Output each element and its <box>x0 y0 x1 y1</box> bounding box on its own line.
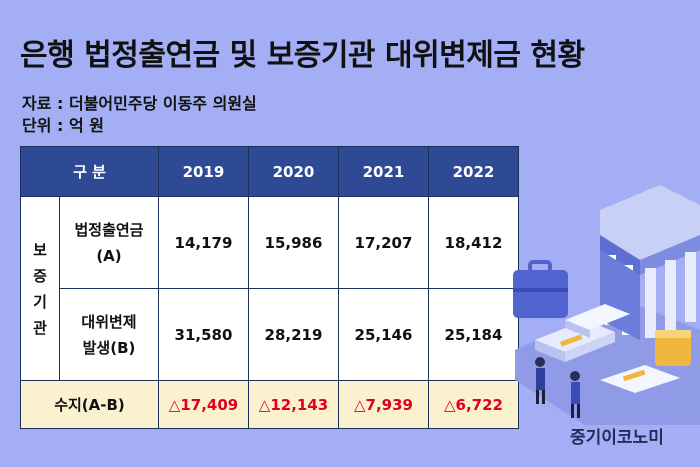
row-label-line: 대위변제 <box>81 312 137 331</box>
bank-illustration-icon <box>513 185 700 425</box>
table-cell: 14,179 <box>158 196 249 289</box>
table-row-balance: 수지(A-B) △17,409 △12,143 △7,939 △6,722 <box>20 380 519 429</box>
row-label-contribution: 법정출연금 (A) <box>59 196 159 289</box>
table-header-row: 구 분 2019 2020 2021 2022 <box>20 146 519 197</box>
side-char: 증 <box>33 266 47 285</box>
row-label-line: 발생(B) <box>82 338 136 357</box>
header-year-2019: 2019 <box>158 146 249 197</box>
header-year-2022: 2022 <box>428 146 519 197</box>
table-cell: 25,184 <box>428 288 519 381</box>
source-line: 자료 : 더불어민주당 이동주 의원실 <box>22 94 257 113</box>
publisher-logo: 중기이코노미 <box>570 428 664 448</box>
header-year-2021: 2021 <box>338 146 429 197</box>
row-label-balance: 수지(A-B) <box>20 380 159 429</box>
table-cell: 28,219 <box>248 288 339 381</box>
side-label-guarantor: 보 증 기 관 <box>20 196 60 381</box>
table-cell-negative: △12,143 <box>248 380 339 429</box>
table-row: 보 증 기 관 법정출연금 (A) 14,179 15,986 17,207 1… <box>20 196 519 381</box>
unit-line: 단위 : 억 원 <box>22 116 104 135</box>
data-table: 구 분 2019 2020 2021 2022 보 증 기 관 법정출연금 (A… <box>20 146 519 429</box>
header-year-2020: 2020 <box>248 146 339 197</box>
table-cell: 25,146 <box>338 288 429 381</box>
table-cell: 17,207 <box>338 196 429 289</box>
table-row: 대위변제 발생(B) 31,580 28,219 25,146 25,184 <box>21 288 519 381</box>
side-char: 보 <box>33 240 47 259</box>
row-label-line: (A) <box>96 246 122 265</box>
table-cell-negative: △7,939 <box>338 380 429 429</box>
header-category: 구 분 <box>20 146 159 197</box>
table-cell: 18,412 <box>428 196 519 289</box>
side-char: 기 <box>33 292 47 311</box>
row-label-line: 법정출연금 <box>74 220 144 239</box>
page-title: 은행 법정출연금 및 보증기관 대위변제금 현황 <box>20 38 585 73</box>
table-cell-negative: △17,409 <box>158 380 249 429</box>
side-char: 관 <box>33 318 47 337</box>
row-label-subrogation: 대위변제 발생(B) <box>59 288 159 381</box>
table-cell: 31,580 <box>158 288 249 381</box>
table-cell: 15,986 <box>248 196 339 289</box>
table-cell-negative: △6,722 <box>428 380 519 429</box>
